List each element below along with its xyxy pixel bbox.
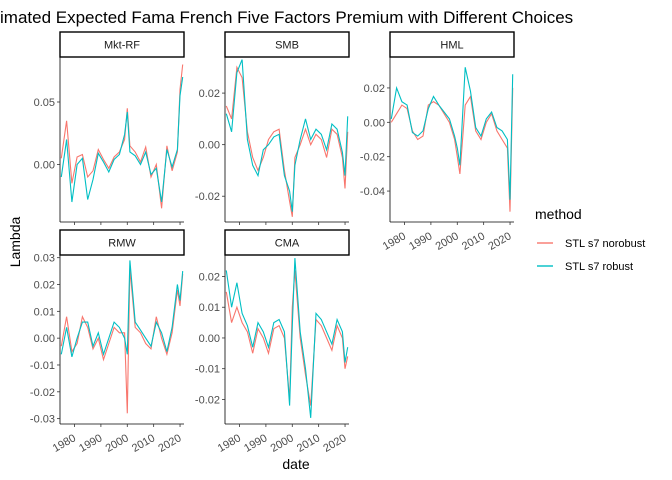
- series-line-stl-s7-robust: [390, 67, 514, 200]
- y-tick-label: 0.02: [364, 83, 385, 95]
- y-tick-label: 0.00: [34, 160, 55, 172]
- x-tick-label: 2010: [130, 432, 157, 455]
- x-tick-label: 2000: [104, 432, 131, 455]
- y-tick-label: -0.02: [30, 387, 55, 399]
- x-tick-label: 2020: [486, 230, 513, 253]
- y-tick-label: 0.02: [199, 272, 220, 284]
- series-line-stl-s7-robust: [60, 260, 184, 358]
- x-tick-label: 2000: [434, 230, 461, 253]
- x-tick-label: 2010: [460, 230, 487, 253]
- y-tick-label: 0.00: [199, 140, 220, 152]
- y-tick-label: 0.00: [34, 333, 55, 345]
- y-tick-label: 0.05: [34, 97, 55, 109]
- legend-label: STL s7 robust: [565, 261, 633, 273]
- legend-item: STL s7 robust: [537, 261, 633, 273]
- facet-strip-label: Mkt-RF: [104, 40, 140, 52]
- y-tick-label: 0.00: [199, 333, 220, 345]
- y-tick-label: 0.01: [199, 302, 220, 314]
- x-tick-label: 1980: [51, 432, 78, 455]
- x-tick-label: 1980: [216, 432, 243, 455]
- facet-panel-rmw: RMW -0.03 -0.02 -0.01 0.00 0.01 0.02 0.03 1980 19…: [30, 229, 185, 455]
- y-tick-label: -0.02: [360, 152, 385, 164]
- facet-strip-label: RMW: [108, 238, 136, 250]
- x-tick-label: 2000: [269, 432, 296, 455]
- facet-panels: Mkt-RF 0.00 0.05 SMB -0.02 0.00 0.02 HML -0.04 -0…: [30, 31, 515, 455]
- y-tick-label: 0.02: [34, 280, 55, 292]
- x-axis-title: date: [282, 456, 309, 472]
- series-line-stl-s7-norobust: [60, 64, 184, 209]
- y-tick-label: -0.04: [360, 186, 385, 198]
- facet-strip-label: SMB: [275, 40, 299, 52]
- y-tick-label: -0.03: [30, 414, 55, 426]
- series-line-stl-s7-robust: [60, 76, 184, 203]
- y-tick-label: -0.01: [195, 364, 220, 376]
- x-tick-label: 2020: [156, 432, 183, 455]
- legend-title: method: [535, 206, 582, 222]
- series-line-stl-s7-norobust: [390, 87, 514, 212]
- y-tick-label: 0.00: [364, 117, 385, 129]
- y-tick-label: 0.01: [34, 306, 55, 318]
- legend-label: STL s7 norobust: [565, 238, 645, 250]
- facet-strip: [224, 31, 350, 58]
- y-tick-label: 0.02: [199, 88, 220, 100]
- facet-panel-smb: SMB -0.02 0.00 0.02: [195, 31, 350, 225]
- x-tick-label: 1980: [381, 230, 408, 253]
- y-tick-label: -0.02: [195, 394, 220, 406]
- series-line-stl-s7-robust: [225, 59, 349, 212]
- facet-strip: [59, 31, 185, 58]
- y-tick-label: 0.03: [34, 253, 55, 265]
- x-tick-label: 2010: [295, 432, 322, 455]
- facet-strip-label: CMA: [275, 238, 300, 250]
- facet-strip: [389, 31, 515, 58]
- x-tick-label: 1990: [242, 432, 269, 455]
- facet-strip: [224, 229, 350, 256]
- facet-panel-cma: CMA -0.02 -0.01 0.00 0.01 0.02 1980 1990 2000 201…: [195, 229, 350, 455]
- x-tick-label: 1990: [407, 230, 434, 253]
- series-line-stl-s7-robust: [225, 258, 349, 418]
- series-line-stl-s7-norobust: [60, 268, 184, 414]
- facet-panel-hml: HML -0.04 -0.02 0.00 0.02 1980 1990 2000 2010 202…: [360, 31, 515, 253]
- facet-strip-label: HML: [440, 40, 463, 52]
- y-tick-label: -0.02: [195, 191, 220, 203]
- chart-title: imated Expected Fama French Five Factors…: [0, 8, 573, 27]
- x-tick-label: 2020: [321, 432, 348, 455]
- legend-item: STL s7 norobust: [537, 238, 645, 250]
- y-axis-title: Lambda: [7, 216, 23, 267]
- y-tick-label: -0.01: [30, 360, 55, 372]
- x-tick-label: 1990: [77, 432, 104, 455]
- facet-panel-mkt-rf: Mkt-RF 0.00 0.05: [34, 31, 185, 225]
- series-line-stl-s7-norobust: [225, 65, 349, 217]
- legend: STL s7 norobust STL s7 robust: [537, 238, 645, 273]
- facet-strip: [59, 229, 185, 256]
